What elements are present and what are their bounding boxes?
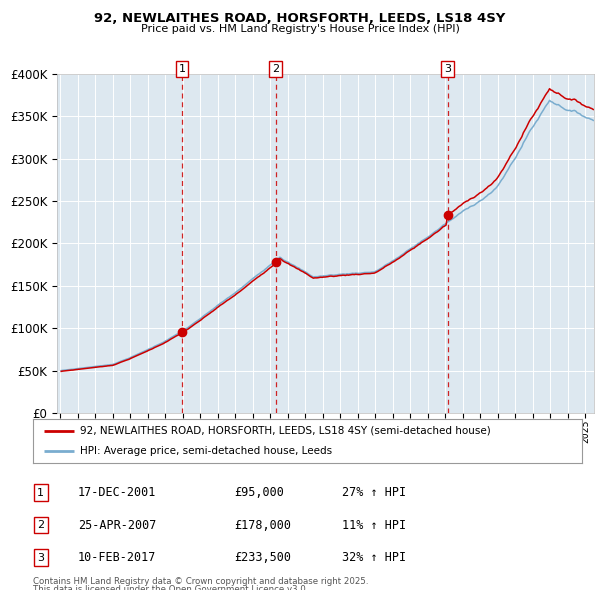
Text: 27% ↑ HPI: 27% ↑ HPI xyxy=(342,486,406,499)
Text: 92, NEWLAITHES ROAD, HORSFORTH, LEEDS, LS18 4SY: 92, NEWLAITHES ROAD, HORSFORTH, LEEDS, L… xyxy=(94,12,506,25)
Text: 25-APR-2007: 25-APR-2007 xyxy=(78,519,157,532)
Text: 11% ↑ HPI: 11% ↑ HPI xyxy=(342,519,406,532)
Text: 3: 3 xyxy=(37,553,44,562)
Text: 2: 2 xyxy=(272,64,279,74)
Text: 2: 2 xyxy=(37,520,44,530)
Text: £233,500: £233,500 xyxy=(234,551,291,564)
Text: HPI: Average price, semi-detached house, Leeds: HPI: Average price, semi-detached house,… xyxy=(80,446,332,456)
Text: 10-FEB-2017: 10-FEB-2017 xyxy=(78,551,157,564)
Text: £95,000: £95,000 xyxy=(234,486,284,499)
Text: 1: 1 xyxy=(37,488,44,497)
Text: 32% ↑ HPI: 32% ↑ HPI xyxy=(342,551,406,564)
Text: 1: 1 xyxy=(179,64,186,74)
Text: 92, NEWLAITHES ROAD, HORSFORTH, LEEDS, LS18 4SY (semi-detached house): 92, NEWLAITHES ROAD, HORSFORTH, LEEDS, L… xyxy=(80,426,490,436)
Text: 3: 3 xyxy=(444,64,451,74)
Text: 17-DEC-2001: 17-DEC-2001 xyxy=(78,486,157,499)
Text: £178,000: £178,000 xyxy=(234,519,291,532)
Text: Contains HM Land Registry data © Crown copyright and database right 2025.: Contains HM Land Registry data © Crown c… xyxy=(33,577,368,586)
Text: Price paid vs. HM Land Registry's House Price Index (HPI): Price paid vs. HM Land Registry's House … xyxy=(140,24,460,34)
Text: This data is licensed under the Open Government Licence v3.0.: This data is licensed under the Open Gov… xyxy=(33,585,308,590)
